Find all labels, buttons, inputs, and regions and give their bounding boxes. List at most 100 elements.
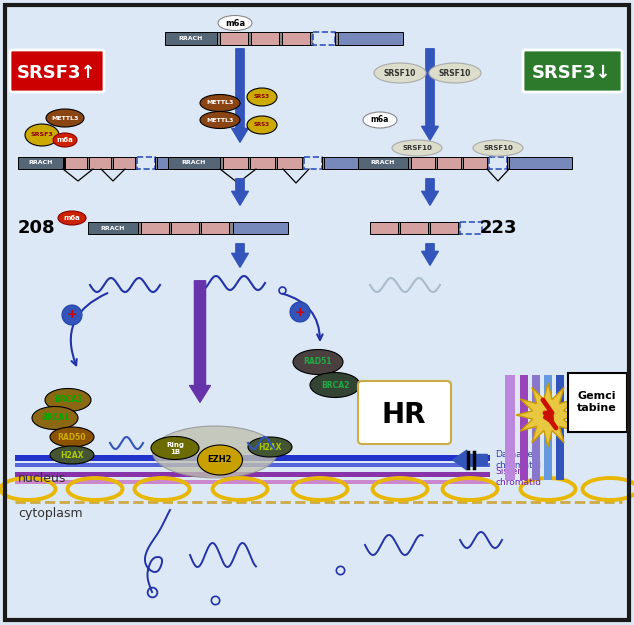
Ellipse shape (247, 88, 277, 106)
Bar (229, 222, 233, 234)
Text: SRSF3↑: SRSF3↑ (17, 64, 97, 82)
Bar (88, 222, 138, 234)
Text: METTL3: METTL3 (206, 101, 234, 106)
Text: 223: 223 (480, 219, 517, 237)
Bar (15, 463, 490, 467)
Text: EZH2: EZH2 (208, 456, 232, 464)
Ellipse shape (429, 63, 481, 83)
Bar (89, 157, 111, 169)
Bar (168, 157, 220, 169)
Text: SRS3: SRS3 (254, 94, 270, 99)
Text: nucleus: nucleus (18, 472, 67, 486)
Text: BRCA1: BRCA1 (41, 414, 69, 422)
Bar (460, 222, 482, 234)
Bar (282, 31, 310, 44)
Ellipse shape (58, 211, 86, 225)
Ellipse shape (293, 349, 343, 374)
Text: +: + (295, 306, 306, 319)
Text: METTL3: METTL3 (206, 118, 234, 122)
Text: SRSF10: SRSF10 (483, 145, 513, 151)
Ellipse shape (25, 124, 59, 146)
Ellipse shape (46, 109, 84, 127)
Text: RRACH: RRACH (182, 161, 206, 166)
Bar (199, 222, 201, 234)
Bar (400, 222, 428, 234)
Bar (250, 157, 275, 169)
Text: cytoplasm: cytoplasm (18, 506, 82, 519)
Ellipse shape (248, 437, 292, 457)
Bar (487, 157, 489, 169)
Ellipse shape (310, 372, 360, 398)
Bar (458, 222, 460, 234)
Bar (111, 157, 113, 169)
FancyArrowPatch shape (422, 179, 438, 205)
Bar (63, 157, 65, 169)
Bar (358, 157, 408, 169)
Ellipse shape (53, 133, 77, 147)
Bar (461, 157, 463, 169)
Bar (313, 31, 335, 44)
Text: 208: 208 (18, 219, 56, 237)
Bar (248, 157, 250, 169)
Text: SRS3: SRS3 (254, 122, 270, 127)
Bar (165, 31, 217, 44)
Bar (463, 157, 487, 169)
Polygon shape (516, 383, 580, 447)
Bar (302, 157, 304, 169)
Bar (509, 157, 572, 169)
Bar (171, 222, 199, 234)
Bar (489, 157, 507, 169)
Bar (137, 157, 155, 169)
Bar (428, 222, 430, 234)
Text: HR: HR (382, 401, 426, 429)
Bar (532, 375, 540, 480)
Text: m6a: m6a (371, 116, 389, 124)
FancyArrowPatch shape (422, 244, 438, 265)
Ellipse shape (32, 406, 78, 429)
Text: +: + (67, 309, 77, 321)
Bar (544, 375, 552, 480)
FancyArrowPatch shape (422, 49, 438, 140)
FancyBboxPatch shape (358, 381, 451, 444)
Bar (335, 31, 338, 44)
Bar (277, 157, 302, 169)
Bar (251, 31, 279, 44)
Bar (157, 157, 217, 169)
Bar (435, 157, 437, 169)
Text: m6a: m6a (63, 215, 81, 221)
Text: RAD51: RAD51 (304, 357, 332, 366)
Bar (65, 157, 87, 169)
Text: RRACH: RRACH (179, 36, 203, 41)
Text: SRSF10: SRSF10 (439, 69, 471, 78)
Text: Damaged
chromatid: Damaged chromatid (495, 450, 541, 470)
Ellipse shape (62, 305, 82, 325)
Ellipse shape (473, 140, 523, 156)
FancyArrowPatch shape (453, 450, 487, 470)
Bar (430, 222, 458, 234)
Text: BRCA2: BRCA2 (321, 381, 349, 389)
Bar (217, 31, 220, 44)
Bar (113, 157, 135, 169)
Text: SRSF3: SRSF3 (30, 132, 53, 138)
Text: SRSF10: SRSF10 (384, 69, 416, 78)
Text: RRACH: RRACH (101, 226, 125, 231)
Ellipse shape (50, 446, 94, 464)
Text: SRSF10: SRSF10 (402, 145, 432, 151)
Ellipse shape (200, 111, 240, 129)
Bar (411, 157, 435, 169)
FancyBboxPatch shape (523, 50, 622, 92)
Text: SRSF3↓: SRSF3↓ (532, 64, 612, 82)
Bar (18, 157, 63, 169)
Bar (15, 472, 490, 477)
Text: Ring
1B: Ring 1B (166, 441, 184, 454)
Ellipse shape (153, 426, 278, 478)
Text: BRCA1: BRCA1 (54, 396, 82, 404)
Ellipse shape (290, 302, 310, 322)
Bar (201, 222, 229, 234)
Bar (520, 375, 528, 480)
Bar (322, 157, 324, 169)
Bar (87, 157, 89, 169)
Bar (507, 157, 509, 169)
Bar (279, 31, 282, 44)
Text: H2AX: H2AX (60, 451, 84, 459)
